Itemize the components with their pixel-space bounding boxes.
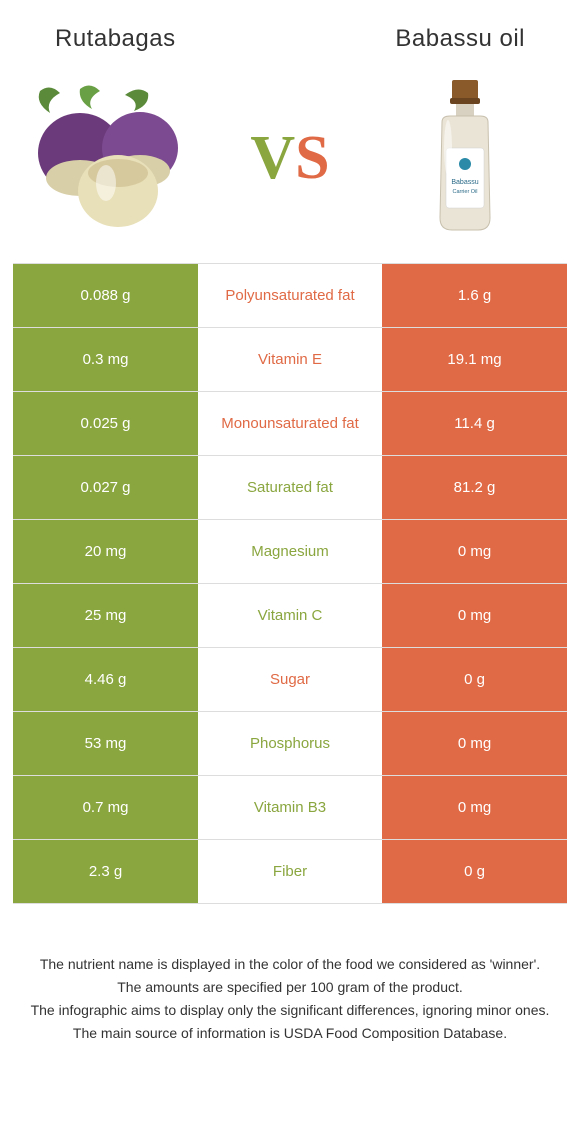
nutrient-name: Polyunsaturated fat	[198, 264, 382, 327]
left-value: 0.7 mg	[13, 776, 198, 839]
left-value: 2.3 g	[13, 840, 198, 903]
table-row: 0.025 gMonounsaturated fat11.4 g	[13, 392, 567, 456]
right-value: 1.6 g	[382, 264, 567, 327]
left-value: 53 mg	[13, 712, 198, 775]
nutrient-name: Vitamin E	[198, 328, 382, 391]
nutrient-name: Fiber	[198, 840, 382, 903]
right-value: 0 mg	[382, 520, 567, 583]
left-value: 0.088 g	[13, 264, 198, 327]
left-value: 0.025 g	[13, 392, 198, 455]
footer-line: The main source of information is USDA F…	[30, 1023, 550, 1044]
nutrient-name: Phosphorus	[198, 712, 382, 775]
table-row: 4.46 gSugar0 g	[13, 648, 567, 712]
svg-text:Babassu: Babassu	[451, 179, 478, 186]
table-row: 0.3 mgVitamin E19.1 mg	[13, 328, 567, 392]
table-row: 0.088 gPolyunsaturated fat1.6 g	[13, 264, 567, 328]
nutrient-name: Magnesium	[198, 520, 382, 583]
left-value: 0.3 mg	[13, 328, 198, 391]
footer-line: The nutrient name is displayed in the co…	[30, 954, 550, 975]
left-food-image	[30, 78, 200, 238]
table-row: 53 mgPhosphorus0 mg	[13, 712, 567, 776]
nutrient-name: Saturated fat	[198, 456, 382, 519]
left-value: 0.027 g	[13, 456, 198, 519]
right-value: 0 mg	[382, 776, 567, 839]
table-row: 25 mgVitamin C0 mg	[13, 584, 567, 648]
right-value: 11.4 g	[382, 392, 567, 455]
right-value: 0 mg	[382, 584, 567, 647]
nutrient-name: Sugar	[198, 648, 382, 711]
table-row: 0.7 mgVitamin B30 mg	[13, 776, 567, 840]
right-value: 0 g	[382, 648, 567, 711]
footer-line: The amounts are specified per 100 gram o…	[30, 977, 550, 998]
footer-line: The infographic aims to display only the…	[30, 1000, 550, 1021]
table-row: 2.3 gFiber0 g	[13, 840, 567, 904]
right-value: 19.1 mg	[382, 328, 567, 391]
left-food-title: Rutabagas	[55, 25, 176, 53]
left-value: 25 mg	[13, 584, 198, 647]
left-value: 20 mg	[13, 520, 198, 583]
images-row: VS Babassu Carrier Oil	[0, 63, 580, 263]
nutrient-name: Vitamin C	[198, 584, 382, 647]
table-row: 20 mgMagnesium0 mg	[13, 520, 567, 584]
right-value: 81.2 g	[382, 456, 567, 519]
table-row: 0.027 gSaturated fat81.2 g	[13, 456, 567, 520]
footer-notes: The nutrient name is displayed in the co…	[0, 904, 580, 1044]
right-value: 0 mg	[382, 712, 567, 775]
left-value: 4.46 g	[13, 648, 198, 711]
vs-label: VS	[250, 123, 329, 194]
right-food-title: Babassu oil	[395, 25, 525, 53]
comparison-table: 0.088 gPolyunsaturated fat1.6 g0.3 mgVit…	[13, 263, 567, 904]
right-food-image: Babassu Carrier Oil	[380, 78, 550, 238]
nutrient-name: Vitamin B3	[198, 776, 382, 839]
right-value: 0 g	[382, 840, 567, 903]
svg-text:Carrier Oil: Carrier Oil	[452, 189, 477, 195]
nutrient-name: Monounsaturated fat	[198, 392, 382, 455]
